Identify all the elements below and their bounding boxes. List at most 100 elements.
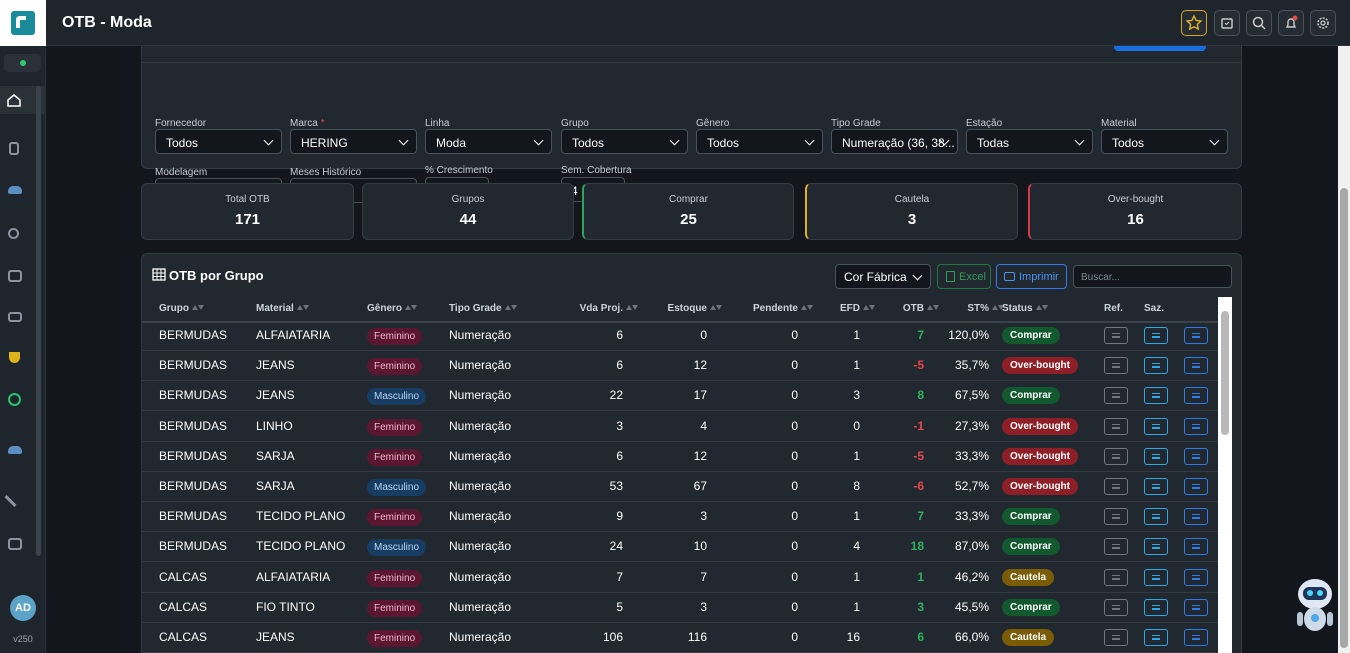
cell: 106: [602, 630, 623, 644]
favorite-button[interactable]: [1181, 10, 1207, 36]
detail-button[interactable]: [1184, 538, 1208, 556]
seasonality-button[interactable]: [1144, 357, 1168, 375]
detail-button[interactable]: [1184, 417, 1208, 435]
row-divider: [142, 380, 1218, 382]
detail-button[interactable]: [1184, 357, 1208, 375]
logo[interactable]: [0, 0, 46, 46]
cell: 9: [616, 509, 623, 524]
detail-button[interactable]: [1184, 598, 1208, 616]
filter-select[interactable]: Todos: [696, 129, 823, 154]
seasonality-button[interactable]: [1144, 327, 1168, 344]
seasonality-button[interactable]: [1144, 387, 1168, 405]
seasonality-button[interactable]: [1144, 508, 1168, 526]
card-value: 25: [680, 211, 697, 228]
column-header[interactable]: Estoque: [668, 303, 722, 314]
card-value: 3: [907, 211, 917, 228]
seasonality-button[interactable]: [1144, 538, 1168, 556]
column-header[interactable]: Tipo Grade: [449, 303, 517, 314]
seasonality-button[interactable]: [1144, 568, 1168, 586]
ref-button[interactable]: [1104, 538, 1128, 556]
seasonality-button[interactable]: [1144, 478, 1168, 495]
column-header[interactable]: Grupo: [159, 303, 204, 314]
nav-cash[interactable]: [8, 312, 22, 322]
detail-button[interactable]: [1184, 568, 1208, 586]
card-label: Grupos: [451, 194, 485, 205]
ref-button[interactable]: [1104, 417, 1128, 435]
cell: 7: [700, 569, 707, 584]
filter-select[interactable]: Todas: [966, 129, 1093, 154]
column-header[interactable]: Ref.: [1104, 303, 1123, 314]
tasks-button[interactable]: [1214, 10, 1240, 36]
color-select[interactable]: Cor Fábrica: [835, 264, 931, 289]
seasonality-button[interactable]: [1144, 447, 1168, 465]
nav-users[interactable]: [8, 186, 22, 194]
ref-button[interactable]: [1104, 568, 1128, 586]
otb-table: Grupo Material Gênero Tipo Grade Vda Proj. Es…: [142, 297, 1218, 653]
ref-button[interactable]: [1104, 629, 1128, 646]
cell: 3: [700, 509, 707, 524]
column-header[interactable]: Gênero: [367, 303, 418, 314]
filter-select[interactable]: Moda: [425, 129, 552, 154]
ref-button[interactable]: [1104, 447, 1128, 465]
ref-button[interactable]: [1104, 357, 1128, 375]
ref-button[interactable]: [1104, 508, 1128, 526]
nav-building[interactable]: [9, 142, 19, 155]
nav-box[interactable]: [8, 270, 22, 282]
ref-button[interactable]: [1104, 478, 1128, 495]
detail-button[interactable]: [1184, 327, 1208, 344]
filter-select[interactable]: Numeração (36, 38...: [831, 129, 958, 154]
cell: Numeração: [449, 569, 512, 584]
column-header[interactable]: Pendente: [753, 303, 813, 314]
detail-button[interactable]: [1184, 508, 1208, 526]
cell: 45,5%: [954, 599, 989, 614]
filter-select[interactable]: Todos: [561, 129, 688, 154]
column-header[interactable]: OTB: [903, 303, 939, 314]
assistant-robot[interactable]: [1291, 574, 1338, 640]
detail-button[interactable]: [1184, 478, 1208, 495]
nav-search[interactable]: [8, 228, 19, 239]
detail-button[interactable]: [1184, 629, 1208, 646]
filter-select[interactable]: HERING: [290, 129, 417, 154]
excel-button[interactable]: Excel: [937, 264, 991, 289]
filter-select[interactable]: Todos: [155, 129, 282, 154]
apply-button[interactable]: [1114, 46, 1206, 51]
cell: 120,0%: [948, 328, 989, 342]
otb-value: -5: [913, 448, 924, 463]
nav-whatsapp[interactable]: [8, 393, 21, 406]
status-pill: [4, 54, 41, 72]
print-button[interactable]: Imprimir: [996, 264, 1067, 289]
nav-tools[interactable]: [4, 494, 17, 508]
cell: Numeração: [449, 328, 512, 342]
nav-trophy[interactable]: [9, 352, 20, 363]
filter-select[interactable]: Todos: [1101, 129, 1228, 154]
seasonality-button[interactable]: [1144, 417, 1168, 435]
otb-value: 1: [917, 569, 924, 584]
search-button[interactable]: [1246, 10, 1272, 36]
cell: 1: [853, 448, 860, 463]
column-header[interactable]: Status: [1002, 303, 1048, 314]
notifications-button[interactable]: [1278, 10, 1304, 36]
otb-value: 8: [917, 388, 924, 403]
search-input[interactable]: Buscar...: [1073, 265, 1232, 288]
nav-team[interactable]: [8, 446, 22, 454]
column-header[interactable]: EFD: [840, 303, 875, 314]
seasonality-button[interactable]: [1144, 598, 1168, 616]
gender-badge: Feminino: [367, 599, 423, 617]
settings-button[interactable]: [1310, 10, 1336, 36]
cell: 1: [853, 599, 860, 614]
avatar[interactable]: AD: [10, 595, 36, 621]
ref-button[interactable]: [1104, 327, 1128, 344]
nav-bag[interactable]: [8, 538, 22, 550]
detail-button[interactable]: [1184, 387, 1208, 405]
detail-button[interactable]: [1184, 447, 1208, 465]
ref-button[interactable]: [1104, 598, 1128, 616]
ref-button[interactable]: [1104, 387, 1128, 405]
gender-badge: Masculino: [367, 388, 427, 406]
column-header[interactable]: ST%: [967, 303, 1004, 314]
cell: 116: [687, 630, 707, 644]
column-header[interactable]: Material: [256, 303, 309, 314]
column-header[interactable]: Vda Proj.: [580, 303, 638, 314]
seasonality-button[interactable]: [1144, 629, 1168, 646]
column-header[interactable]: Saz.: [1144, 303, 1165, 314]
cell: SARJA: [256, 479, 295, 493]
